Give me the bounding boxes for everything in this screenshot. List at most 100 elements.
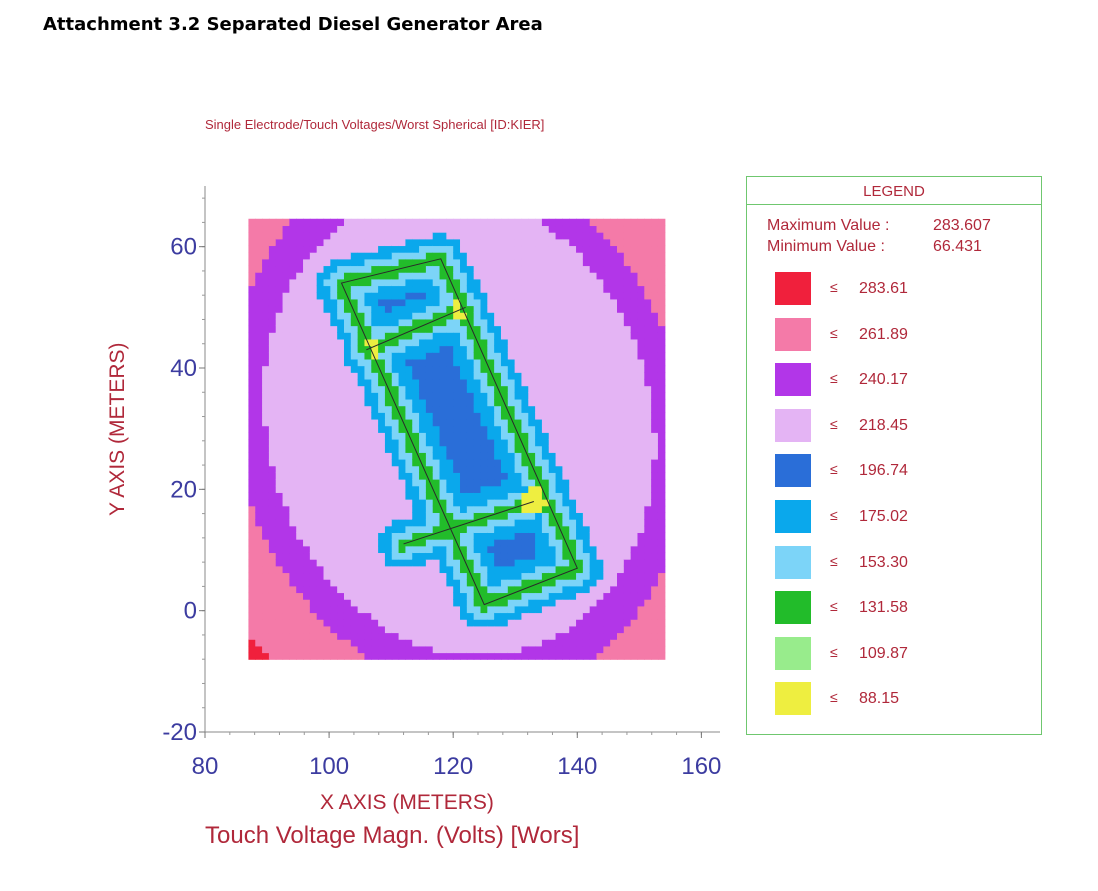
heatmap-cell	[555, 325, 563, 333]
heatmap-cell	[582, 352, 591, 360]
grid-perimeter	[340, 258, 578, 606]
heatmap-cell	[535, 545, 543, 554]
y-tick-label: 20	[170, 476, 197, 503]
heatmap-cell	[262, 492, 270, 500]
heatmap-cell	[617, 585, 625, 594]
heatmap-cell	[439, 485, 447, 493]
heatmap-cell	[337, 245, 345, 253]
heatmap-cell	[255, 245, 263, 253]
heatmap-cell	[596, 345, 604, 353]
heatmap-cell	[262, 485, 270, 493]
heatmap-cell	[548, 565, 557, 574]
heatmap-cell	[405, 425, 413, 433]
heatmap-cell	[275, 565, 284, 574]
heatmap-cell	[514, 432, 523, 440]
heatmap-cell	[371, 372, 379, 380]
heatmap-cell	[316, 252, 325, 260]
heatmap-cell	[576, 552, 584, 560]
heatmap-cell	[603, 365, 611, 373]
heatmap-cell	[623, 325, 632, 333]
heatmap-cell	[296, 332, 304, 340]
heatmap-cell	[644, 612, 652, 620]
heatmap-cell	[487, 358, 495, 367]
heatmap-cell	[268, 238, 277, 247]
heatmap-cell	[480, 545, 488, 554]
heatmap-cell	[296, 525, 304, 533]
heatmap-cell	[535, 272, 543, 280]
heatmap-cell	[460, 505, 468, 513]
heatmap-cell	[596, 605, 604, 614]
heatmap-cell	[303, 632, 311, 640]
heatmap-cell	[623, 272, 632, 280]
heatmap-cell	[562, 285, 570, 293]
heatmap-cell	[548, 499, 557, 507]
heatmap-cell	[371, 632, 379, 640]
heatmap-cell	[466, 218, 475, 227]
heatmap-cell	[651, 232, 659, 240]
heatmap-cell	[323, 378, 331, 387]
heatmap-cell	[507, 258, 516, 267]
heatmap-cell	[610, 258, 618, 267]
heatmap-cell	[651, 432, 659, 440]
heatmap-cell	[657, 412, 666, 420]
heatmap-cell	[589, 405, 598, 413]
legend-leq-symbol: ≤	[830, 552, 838, 569]
heatmap-cell	[432, 232, 441, 240]
heatmap-cell	[275, 345, 284, 353]
heatmap-cell	[610, 332, 618, 340]
heatmap-cell	[378, 605, 386, 614]
heatmap-cell	[350, 585, 359, 594]
heatmap-cell	[630, 412, 639, 420]
heatmap-cell	[582, 418, 591, 427]
heatmap-cell	[350, 465, 359, 473]
heatmap-cell	[535, 258, 543, 267]
heatmap-cell	[330, 505, 338, 513]
legend-leq-symbol: ≤	[830, 506, 838, 523]
heatmap-cell	[487, 232, 495, 240]
heatmap-cell	[582, 545, 591, 554]
heatmap-cell	[651, 459, 659, 467]
heatmap-cell	[589, 378, 598, 387]
heatmap-cell	[576, 452, 584, 460]
heatmap-cell	[535, 479, 543, 487]
heatmap-cell	[460, 345, 468, 353]
heatmap-cell	[528, 412, 536, 420]
heatmap-cell	[282, 545, 290, 554]
heatmap-cell	[439, 645, 447, 654]
heatmap-cell	[248, 238, 256, 247]
heatmap-cell	[569, 398, 577, 407]
heatmap-cell	[582, 438, 591, 447]
heatmap-cell	[268, 579, 277, 587]
heatmap-cell	[398, 252, 407, 260]
heatmap-cell	[425, 452, 434, 460]
heatmap-cell	[350, 452, 359, 460]
heatmap-cell	[623, 499, 632, 507]
heatmap-cell	[630, 405, 639, 413]
heatmap-cell	[494, 545, 502, 554]
heatmap-cell	[391, 245, 400, 253]
heatmap-cell	[425, 485, 434, 493]
heatmap-cell	[316, 572, 325, 580]
heatmap-cell	[582, 292, 591, 300]
heatmap-cell	[555, 292, 563, 300]
heatmap-cell	[303, 552, 311, 560]
heatmap-cell	[541, 385, 550, 393]
heatmap-cell	[323, 332, 331, 340]
heatmap-cell	[514, 445, 523, 453]
heatmap-cell	[528, 445, 536, 453]
heatmap-cell	[453, 565, 461, 574]
heatmap-cell	[391, 338, 400, 347]
heatmap-cell	[350, 298, 359, 307]
heatmap-cell	[623, 572, 632, 580]
heatmap-cell	[480, 225, 488, 233]
heatmap-cell	[323, 245, 331, 253]
heatmap-cell	[651, 579, 659, 587]
heatmap-cell	[439, 392, 447, 400]
heatmap-cell	[514, 499, 523, 507]
heatmap-cell	[316, 405, 325, 413]
heatmap-cell	[576, 438, 584, 447]
heatmap-cell	[412, 405, 420, 413]
heatmap-cell	[637, 645, 645, 654]
heatmap-cell	[473, 352, 482, 360]
heatmap-cell	[378, 519, 386, 527]
